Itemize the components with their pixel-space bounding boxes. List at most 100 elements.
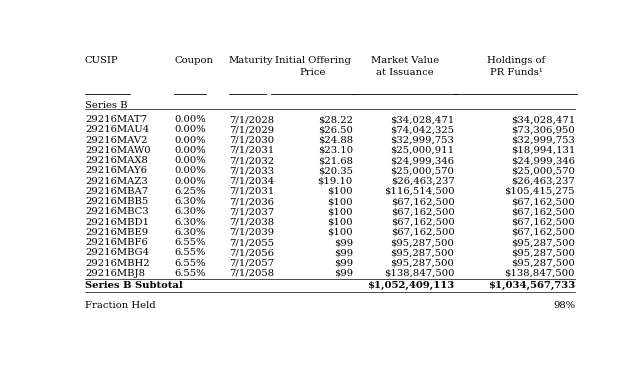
Text: $26,463,237: $26,463,237: [391, 177, 454, 186]
Text: $95,287,500: $95,287,500: [390, 238, 454, 247]
Text: 6.25%: 6.25%: [174, 187, 205, 196]
Text: 7/1/2028: 7/1/2028: [229, 115, 274, 124]
Text: 7/1/2038: 7/1/2038: [229, 218, 274, 227]
Text: 7/1/2055: 7/1/2055: [229, 238, 274, 247]
Text: $26.50: $26.50: [318, 126, 353, 135]
Text: $1,052,409,113: $1,052,409,113: [367, 282, 454, 291]
Text: $95,287,500: $95,287,500: [390, 248, 454, 257]
Text: $105,415,275: $105,415,275: [504, 187, 575, 196]
Text: $18,994,131: $18,994,131: [511, 146, 575, 155]
Text: $73,306,950: $73,306,950: [511, 126, 575, 135]
Text: 29216MBJ8: 29216MBJ8: [85, 269, 145, 278]
Text: $116,514,500: $116,514,500: [384, 187, 454, 196]
Text: 29216MBH2: 29216MBH2: [85, 258, 150, 267]
Text: 6.55%: 6.55%: [174, 238, 205, 247]
Text: $99: $99: [333, 258, 353, 267]
Text: 29216MAV2: 29216MAV2: [85, 136, 147, 145]
Text: $95,287,500: $95,287,500: [511, 248, 575, 257]
Text: 29216MAY6: 29216MAY6: [85, 167, 147, 176]
Text: $74,042,325: $74,042,325: [390, 126, 454, 135]
Text: $67,162,500: $67,162,500: [511, 228, 575, 237]
Text: $25,000,911: $25,000,911: [390, 146, 454, 155]
Text: $100: $100: [327, 218, 353, 227]
Text: $95,287,500: $95,287,500: [511, 238, 575, 247]
Text: $138,847,500: $138,847,500: [504, 269, 575, 278]
Text: $28.22: $28.22: [318, 115, 353, 124]
Text: Coupon: Coupon: [174, 56, 213, 65]
Text: $67,162,500: $67,162,500: [391, 228, 454, 237]
Text: $34,028,471: $34,028,471: [390, 115, 454, 124]
Text: 29216MBG4: 29216MBG4: [85, 248, 149, 257]
Text: $24,999,346: $24,999,346: [390, 156, 454, 165]
Text: 6.55%: 6.55%: [174, 258, 205, 267]
Text: 0.00%: 0.00%: [174, 136, 206, 145]
Text: 7/1/2056: 7/1/2056: [229, 248, 274, 257]
Text: 29216MBE9: 29216MBE9: [85, 228, 148, 237]
Text: 7/1/2058: 7/1/2058: [229, 269, 274, 278]
Text: 7/1/2029: 7/1/2029: [229, 126, 274, 135]
Text: 29216MBD1: 29216MBD1: [85, 218, 149, 227]
Text: CUSIP: CUSIP: [85, 56, 118, 65]
Text: $100: $100: [327, 187, 353, 196]
Text: Holdings of
PR Funds¹: Holdings of PR Funds¹: [487, 56, 545, 77]
Text: $34,028,471: $34,028,471: [511, 115, 575, 124]
Text: 7/1/2033: 7/1/2033: [229, 167, 274, 176]
Text: 7/1/2031: 7/1/2031: [229, 187, 274, 196]
Text: 6.30%: 6.30%: [174, 207, 205, 216]
Text: $32,999,753: $32,999,753: [511, 136, 575, 145]
Text: 7/1/2031: 7/1/2031: [229, 146, 274, 155]
Text: 29216MBC3: 29216MBC3: [85, 207, 148, 216]
Text: Series B: Series B: [85, 101, 127, 110]
Text: 29216MBF6: 29216MBF6: [85, 238, 148, 247]
Text: 0.00%: 0.00%: [174, 115, 206, 124]
Text: $1,034,567,733: $1,034,567,733: [488, 282, 575, 291]
Text: $138,847,500: $138,847,500: [384, 269, 454, 278]
Text: 98%: 98%: [553, 301, 575, 310]
Text: 7/1/2037: 7/1/2037: [229, 207, 274, 216]
Text: 7/1/2039: 7/1/2039: [229, 228, 274, 237]
Text: 29216MAU4: 29216MAU4: [85, 126, 149, 135]
Text: 7/1/2030: 7/1/2030: [229, 136, 274, 145]
Text: 6.30%: 6.30%: [174, 218, 205, 227]
Text: 0.00%: 0.00%: [174, 156, 206, 165]
Text: 0.00%: 0.00%: [174, 146, 206, 155]
Text: 29216MAX8: 29216MAX8: [85, 156, 148, 165]
Text: Series B Subtotal: Series B Subtotal: [85, 282, 182, 291]
Text: Fraction Held: Fraction Held: [85, 301, 156, 310]
Text: $24,999,346: $24,999,346: [511, 156, 575, 165]
Text: 0.00%: 0.00%: [174, 177, 206, 186]
Text: $21.68: $21.68: [318, 156, 353, 165]
Text: $25,000,570: $25,000,570: [390, 167, 454, 176]
Text: 7/1/2057: 7/1/2057: [229, 258, 274, 267]
Text: $67,162,500: $67,162,500: [511, 197, 575, 206]
Text: $20.35: $20.35: [318, 167, 353, 176]
Text: 6.55%: 6.55%: [174, 269, 205, 278]
Text: 6.55%: 6.55%: [174, 248, 205, 257]
Text: $23.10: $23.10: [317, 146, 353, 155]
Text: Maturity: Maturity: [229, 56, 273, 65]
Text: $25,000,570: $25,000,570: [511, 167, 575, 176]
Text: $24.88: $24.88: [317, 136, 353, 145]
Text: $99: $99: [333, 269, 353, 278]
Text: 7/1/2036: 7/1/2036: [229, 197, 274, 206]
Text: 29216MAW0: 29216MAW0: [85, 146, 150, 155]
Text: 29216MBB5: 29216MBB5: [85, 197, 148, 206]
Text: $95,287,500: $95,287,500: [390, 258, 454, 267]
Text: $95,287,500: $95,287,500: [511, 258, 575, 267]
Text: 29216MAT7: 29216MAT7: [85, 115, 147, 124]
Text: 6.30%: 6.30%: [174, 197, 205, 206]
Text: $100: $100: [327, 228, 353, 237]
Text: 0.00%: 0.00%: [174, 126, 206, 135]
Text: $100: $100: [327, 197, 353, 206]
Text: $67,162,500: $67,162,500: [511, 218, 575, 227]
Text: $26,463,237: $26,463,237: [511, 177, 575, 186]
Text: $100: $100: [327, 207, 353, 216]
Text: $99: $99: [333, 248, 353, 257]
Text: $67,162,500: $67,162,500: [511, 207, 575, 216]
Text: 6.30%: 6.30%: [174, 228, 205, 237]
Text: $99: $99: [333, 238, 353, 247]
Text: $67,162,500: $67,162,500: [391, 207, 454, 216]
Text: $67,162,500: $67,162,500: [391, 218, 454, 227]
Text: Initial Offering
Price: Initial Offering Price: [275, 56, 351, 77]
Text: 7/1/2032: 7/1/2032: [229, 156, 274, 165]
